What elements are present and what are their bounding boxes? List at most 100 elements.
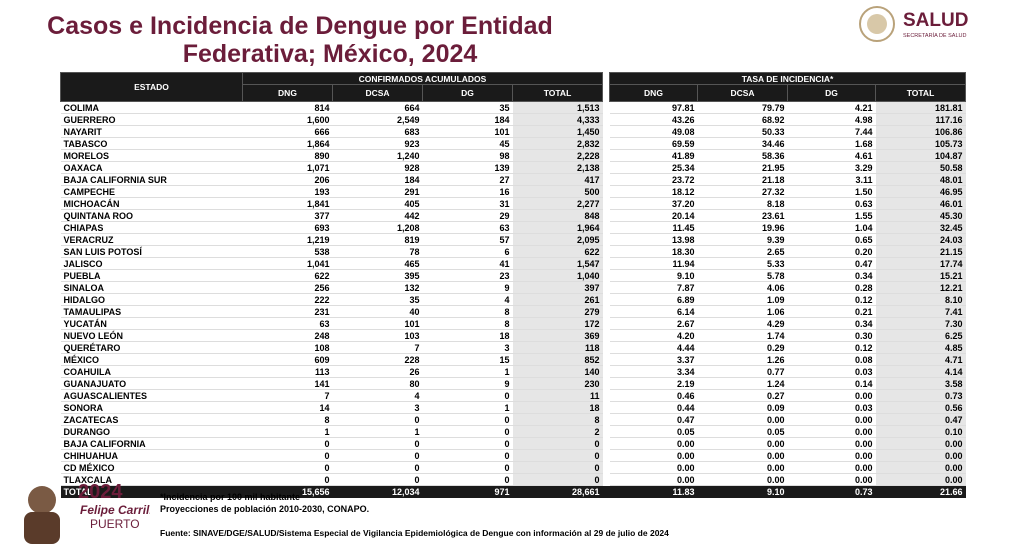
header-cell: ESTADO [60,72,243,102]
cell: 369 [512,329,603,342]
cell: QUERÉTARO [60,341,243,354]
cell: 6.14 [609,305,698,318]
cell: CHIAPAS [60,221,243,234]
cell: 0.00 [875,437,966,450]
cell: 923 [332,137,423,150]
cell: 0 [242,437,333,450]
cell: 18 [512,401,603,414]
gap [602,473,610,486]
cell: 15,656 [242,485,333,498]
cell: 41.89 [609,149,698,162]
cell: 0.47 [875,413,966,426]
cell: 0.00 [875,449,966,462]
cell: 0 [332,413,423,426]
gap [602,221,610,234]
cell: 1,841 [242,197,333,210]
cell: 1 [332,425,423,438]
cell: 108 [242,341,333,354]
cell: 41 [422,257,513,270]
column-header: DCSA [332,84,423,102]
logo-subtext: SECRETARÍA DE SALUD [903,32,966,39]
cell: 0.00 [787,437,876,450]
cell: 32.45 [875,221,966,234]
cell: 1 [422,365,513,378]
logo-name: Felipe Carrillo [80,503,150,517]
gap [602,377,610,390]
cell: 11.83 [609,485,698,498]
cell: 206 [242,173,333,186]
cell: 2.65 [697,245,788,258]
cell: 1.04 [787,221,876,234]
gap [602,413,610,426]
cell: 5.33 [697,257,788,270]
cell: 664 [332,101,423,114]
cell: 0.46 [609,389,698,402]
cell: 14 [242,401,333,414]
cell: 69.59 [609,137,698,150]
cell: 228 [332,353,423,366]
table-row: TABASCO 1,864 923 45 2,832 69.59 34.46 1.68 105.… [60,137,966,150]
cell: 26 [332,365,423,378]
cell: TABASCO [60,137,243,150]
table-row: OAXACA 1,071 928 139 2,138 25.34 21.95 3.29 50.5… [60,161,966,174]
cell: 3.29 [787,161,876,174]
cell: 9.10 [697,485,788,498]
cell: 2,277 [512,197,603,210]
cell: 35 [422,101,513,114]
cell: 500 [512,185,603,198]
table-row: JALISCO 1,041 465 41 1,547 11.94 5.33 0.47 17.74 [60,257,966,270]
gap [602,281,610,294]
cell: 12,034 [332,485,423,498]
cell: 2,095 [512,233,603,246]
cell: 971 [422,485,513,498]
cell: YUCATÁN [60,317,243,330]
logo-year: 2024 [78,481,123,503]
cell: 43.26 [609,113,698,126]
cell: 0.00 [609,461,698,474]
cell: GUERRERO [60,113,243,126]
gap [602,209,610,222]
cell: 50.33 [697,125,788,138]
cell: COLIMA [60,101,243,114]
cell: 6 [422,245,513,258]
cell: DURANGO [60,425,243,438]
cell: 2,228 [512,149,603,162]
cell: BAJA CALIFORNIA SUR [60,173,243,186]
cell: 98 [422,149,513,162]
table-row: SAN LUIS POTOSÍ 538 78 6 622 18.30 2.65 0.20 21.… [60,245,966,258]
cell: 0.00 [787,413,876,426]
cell: 50.58 [875,161,966,174]
cell: QUINTANA ROO [60,209,243,222]
cell: 0 [332,449,423,462]
cell: 7.87 [609,281,698,294]
column-header: TOTAL [512,84,603,102]
cell: VERACRUZ [60,233,243,246]
cell: 45.30 [875,209,966,222]
cell: 0.73 [787,485,876,498]
logo-text: SALUD [903,10,968,31]
cell: 0.08 [787,353,876,366]
source: Fuente: SINAVE/DGE/SALUD/Sistema Especia… [160,528,669,538]
cell: 0 [422,449,513,462]
cell: 0.73 [875,389,966,402]
cell: 79.79 [697,101,788,114]
gap [602,101,610,114]
table-row: NAYARIT 666 683 101 1,450 49.08 50.33 7.44 106.8… [60,125,966,138]
cell: 0.00 [787,389,876,402]
cell: 7 [242,389,333,402]
cell: 0.10 [875,425,966,438]
cell: NAYARIT [60,125,243,138]
cell: TLAXCALA [60,473,243,486]
cell: 7.30 [875,317,966,330]
cell: 683 [332,125,423,138]
header-row: ESTADO CONFIRMADOS ACUMULADOS TASA DE INCI… [60,72,966,102]
cell: 2.67 [609,317,698,330]
gap [602,449,610,462]
gap [602,233,610,246]
gap [602,149,610,162]
cell: 0.20 [787,245,876,258]
cell: 1,547 [512,257,603,270]
cell: HIDALGO [60,293,243,306]
cell: 1 [422,401,513,414]
cell: 104.87 [875,149,966,162]
